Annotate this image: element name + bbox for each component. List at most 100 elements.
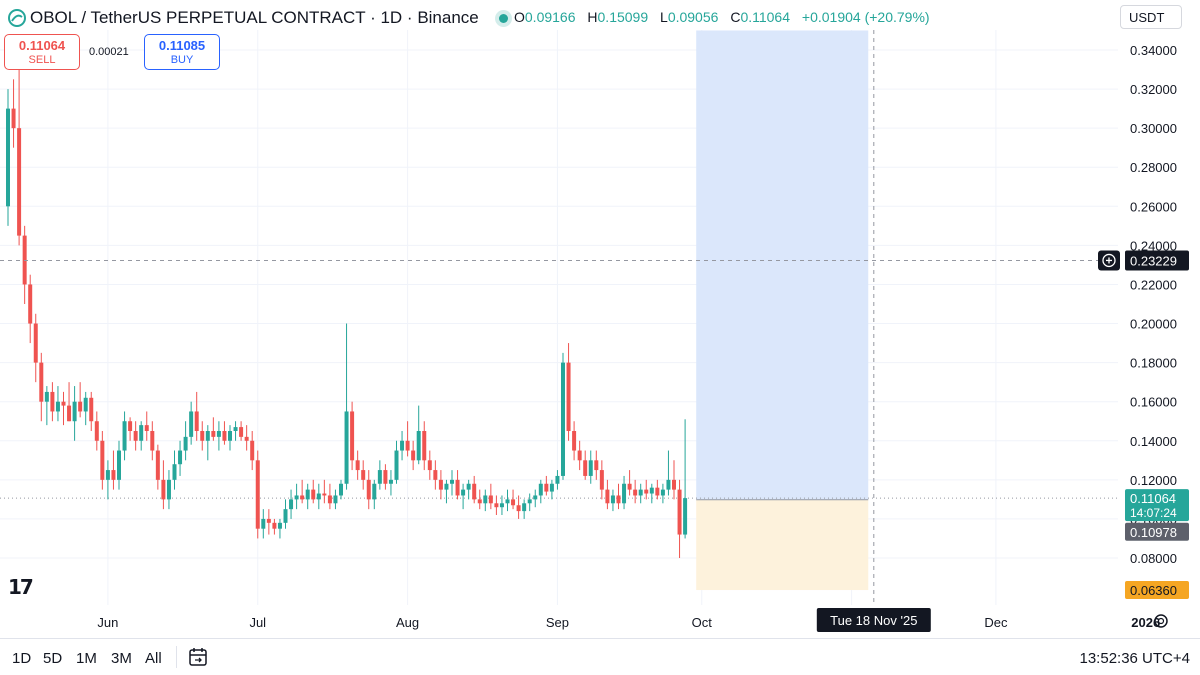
crosshair-date-label: Tue 18 Nov '25 [830,613,917,628]
candle-body [283,509,288,523]
x-tick-label: Sep [546,615,569,630]
candle-body [394,450,399,480]
entry-price-label: 0.10978 [1130,525,1177,540]
candle-body [466,483,471,490]
candle-body [455,479,460,496]
candle-body [605,489,610,504]
y-tick-label: 0.28000 [1130,160,1177,175]
clock[interactable]: 13:52:36 UTC+4 [1079,650,1191,667]
settings-gear-icon[interactable] [1154,614,1168,628]
candle-body [122,421,127,451]
crosshair-price-label: 0.23229 [1130,253,1177,268]
candle-body [494,503,499,508]
candle-body [244,436,249,441]
candle-body [339,483,343,496]
candle-body [344,411,349,484]
y-tick-label: 0.08000 [1130,551,1177,566]
candle-body [150,431,155,451]
candle-body [594,460,599,471]
timeframe-all[interactable]: All [145,650,162,667]
y-tick-label: 0.34000 [1130,43,1177,58]
candle-body [266,518,271,523]
candle-body [483,495,488,504]
sell-button[interactable]: 0.11064 SELL [4,34,80,70]
candle-body [633,489,638,496]
candle-body [355,460,360,471]
symbol-title[interactable]: OBOL / TetherUS PERPETUAL CONTRACT · 1D … [30,8,479,27]
sell-label: SELL [28,54,56,66]
candle-body [83,397,88,412]
candle-body [444,483,449,490]
candle-body [505,499,510,504]
candle-body [516,505,521,512]
candle-body [239,427,244,437]
chart-header: OBOL / TetherUS PERPETUAL CONTRACT · 1D … [8,6,518,30]
candle-body [577,450,582,461]
candle-body [538,483,543,496]
candle-body [472,483,477,500]
timeframe-1d[interactable]: 1D [12,650,32,667]
candle-body [67,405,72,422]
timeframe-5d[interactable]: 5D [43,650,63,667]
buy-label: BUY [170,54,194,66]
plus-icon[interactable] [1102,253,1116,268]
candle-body [205,431,210,441]
candle-body [311,489,316,500]
candle-body [6,108,10,207]
timeframe-3m[interactable]: 3M [111,650,132,667]
open-label: O [514,9,525,25]
candle-body [216,431,221,437]
candle-body [78,401,83,412]
close-label: C [730,9,741,25]
candle-body [383,470,388,484]
candle-body [350,411,355,461]
y-tick-label: 0.12000 [1130,473,1177,488]
candle-body [133,431,138,441]
candle-body [411,450,416,461]
timeframe-1m[interactable]: 1M [76,650,97,667]
candle-body [255,460,260,529]
tradingview-logo-icon[interactable]: 17 [8,575,34,599]
candle-body [677,489,682,535]
candle-body [361,470,366,480]
spread-value: 0.00021 [89,46,129,58]
candle-body [44,391,49,402]
candle-body [289,499,294,510]
countdown-label: 14:07:24 [1130,506,1177,520]
candle-body [17,128,22,236]
change-value: +0.01904 (+20.79%) [801,9,930,25]
candle-body [333,495,338,504]
candle-body [189,411,194,437]
date-range-icon[interactable] [187,646,209,668]
y-tick-label: 0.30000 [1130,121,1177,136]
candle-body [139,425,144,441]
profit-zone[interactable] [696,30,869,500]
candle-body [100,440,105,480]
candle-body [172,464,177,480]
candle-body [117,450,121,480]
x-tick-label: 2026 [1131,615,1160,630]
currency-selector[interactable]: USDT [1120,5,1182,29]
sell-price: 0.11064 [18,38,66,53]
buy-price: 0.11085 [158,38,206,53]
candle-body [649,487,654,494]
candle-body [683,498,688,535]
close-value: 0.11064 [740,9,791,25]
candle-body [638,489,643,496]
candle-body [233,427,238,431]
y-tick-label: 0.32000 [1130,82,1177,97]
loss-zone[interactable] [696,499,869,591]
candle-body [544,483,549,492]
candle-body [438,479,443,490]
buy-button[interactable]: 0.11085 BUY [144,34,220,70]
candle-body [61,401,66,406]
current-price-label: 0.11064 [1130,491,1176,506]
open-value: 0.09166 [524,9,576,25]
candle-body [400,440,405,451]
x-tick-label: Oct [692,615,713,630]
candle-body [39,362,44,402]
candle-body [610,495,615,504]
x-tick-label: Jul [249,615,266,630]
candle-body [416,431,421,461]
